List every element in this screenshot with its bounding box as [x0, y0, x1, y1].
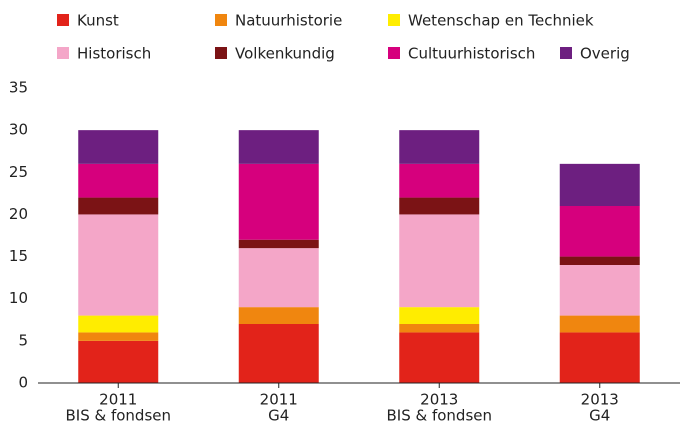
- legend-label: Natuurhistorie: [235, 12, 342, 30]
- bar-segment: [78, 315, 159, 333]
- legend-swatch: [57, 47, 69, 59]
- legend-swatch: [560, 47, 572, 59]
- legend-label: Cultuurhistorisch: [408, 45, 535, 63]
- legend-swatch: [215, 14, 227, 26]
- bar-segment: [399, 332, 480, 383]
- x-tick-label: 2013: [581, 391, 619, 409]
- bar-segment: [238, 307, 319, 324]
- y-tick-label: 25: [9, 163, 28, 181]
- bar-segment: [559, 206, 640, 257]
- x-tick-label: BIS & fondsen: [386, 407, 492, 425]
- bar-segment: [238, 130, 319, 164]
- bar-segment: [78, 163, 159, 198]
- x-tick-label: G4: [589, 407, 610, 425]
- y-tick-label: 15: [9, 247, 28, 265]
- y-tick-label: 20: [9, 205, 28, 223]
- y-tick-label: 10: [9, 289, 28, 307]
- bar-segment: [399, 307, 480, 324]
- legend-swatch: [57, 14, 69, 26]
- bar-segment: [399, 130, 480, 164]
- bar-segment: [399, 163, 480, 198]
- bar-segment: [399, 214, 480, 308]
- y-tick-label: 30: [9, 121, 28, 139]
- y-tick-label: 35: [9, 79, 28, 97]
- bar-segment: [559, 256, 640, 265]
- bar-segment: [559, 265, 640, 316]
- bar-segment: [399, 324, 480, 333]
- y-tick-label: 0: [18, 374, 28, 392]
- bar-segment: [78, 332, 159, 341]
- bar-segment: [238, 248, 319, 308]
- legend-label: Historisch: [77, 45, 151, 63]
- bar-segment: [78, 340, 159, 383]
- legend-swatch: [215, 47, 227, 59]
- x-tick-label: 2011: [99, 391, 137, 409]
- x-tick-label: G4: [268, 407, 289, 425]
- x-tick-label: 2011: [260, 391, 298, 409]
- x-tick-label: BIS & fondsen: [65, 407, 171, 425]
- bar-segment: [559, 163, 640, 206]
- bar-segment: [238, 239, 319, 249]
- legend-label: Volkenkundig: [235, 45, 335, 63]
- legend-label: Overig: [580, 45, 630, 63]
- bar-segment: [238, 324, 319, 383]
- legend-label: Kunst: [77, 12, 119, 30]
- bar-segment: [399, 197, 480, 215]
- legend-swatch: [388, 14, 400, 26]
- bar-segment: [559, 332, 640, 383]
- x-tick-label: 2013: [420, 391, 458, 409]
- bar-segment: [78, 214, 159, 316]
- y-tick-label: 5: [18, 331, 28, 349]
- bar-segment: [559, 315, 640, 333]
- legend-label: Wetenschap en Techniek: [408, 12, 594, 30]
- bar-segment: [78, 130, 159, 164]
- bar-segment: [78, 197, 159, 215]
- legend-swatch: [388, 47, 400, 59]
- bar-segment: [238, 163, 319, 240]
